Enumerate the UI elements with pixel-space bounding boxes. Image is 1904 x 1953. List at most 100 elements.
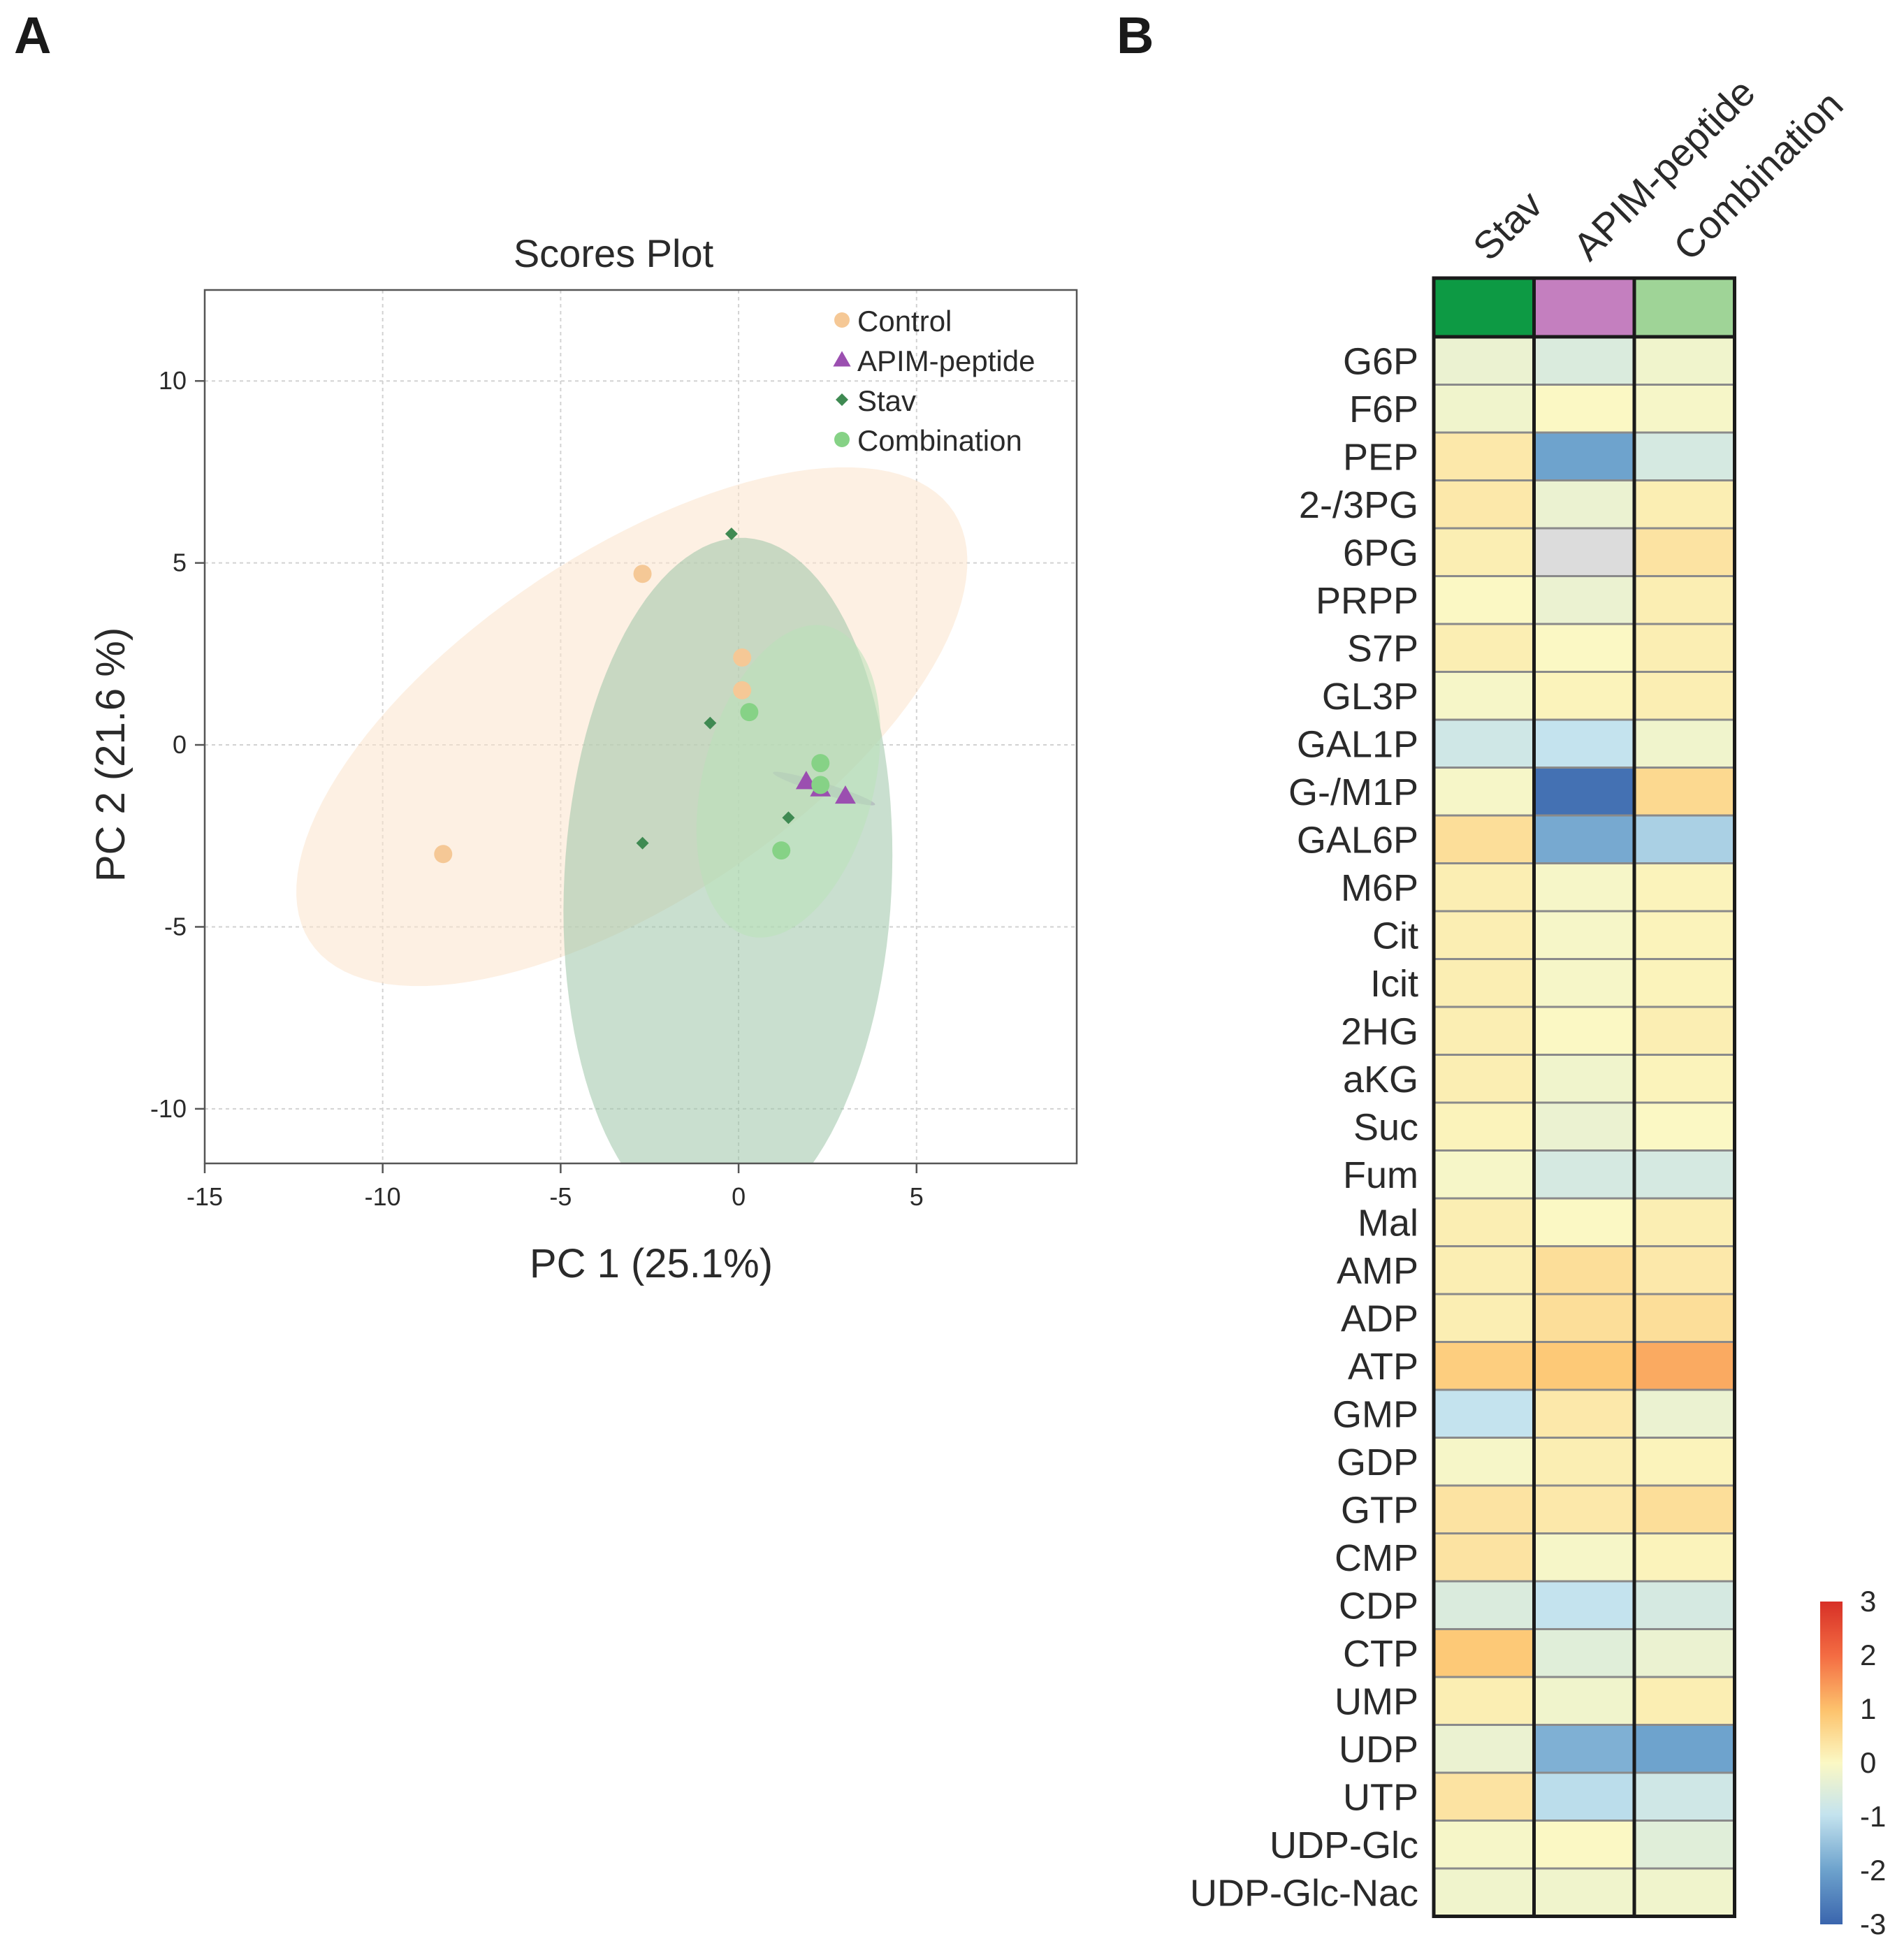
row-label-ctp: CTP (1343, 1633, 1418, 1675)
heatmap-cell (1533, 1293, 1636, 1343)
heatmap-cell (1633, 479, 1736, 530)
heatmap-cell (1533, 1101, 1636, 1152)
heatmap-cell (1432, 1724, 1535, 1774)
plot-frame (203, 289, 1078, 1165)
heatmap-cell (1432, 1532, 1535, 1583)
heatmap-cell (1432, 958, 1535, 1008)
point-combination (772, 841, 791, 860)
point-stav (636, 836, 649, 850)
heatmap-cell (1432, 1676, 1535, 1726)
x-tick-label: 0 (732, 1182, 746, 1211)
heatmap-cell (1432, 1867, 1535, 1917)
row-label-amp: AMP (1337, 1250, 1418, 1292)
heatmap-cell (1633, 1054, 1736, 1104)
x-tick-label: 5 (910, 1182, 924, 1211)
heatmap-cell (1533, 1628, 1636, 1678)
heatmap-cell (1533, 1341, 1636, 1391)
heatmap-cell (1432, 1054, 1535, 1104)
heatmap-cell (1633, 1724, 1736, 1774)
heatmap-cell (1533, 1867, 1636, 1917)
confidence-ellipses (296, 467, 968, 1163)
row-label-6pg: 6PG (1343, 532, 1418, 574)
heatmap-cell (1633, 910, 1736, 960)
heatmap-cell (1633, 958, 1736, 1008)
row-label-fum: Fum (1343, 1154, 1418, 1196)
heatmap-cell (1432, 1437, 1535, 1487)
x-tick-label: -15 (187, 1182, 223, 1211)
heatmap-cell (1432, 1580, 1535, 1630)
colorbar-tick-label: 2 (1860, 1639, 1876, 1671)
heatmap-cell (1633, 1532, 1736, 1583)
scores-plot-title: Scores Plot (514, 231, 714, 275)
heatmap-cell (1533, 814, 1636, 864)
legend-marker-combination (834, 432, 850, 447)
point-stav (782, 811, 795, 825)
heatmap-cell (1633, 623, 1736, 673)
point-combination (811, 754, 830, 773)
heatmap-cell (1633, 1867, 1736, 1917)
y-tick-label: 10 (159, 366, 187, 395)
heatmap-cell (1633, 1628, 1736, 1678)
legend-marker-stav (836, 393, 848, 406)
heatmap-cell (1533, 431, 1636, 481)
row-label-s7p: S7P (1347, 627, 1418, 669)
heatmap-cell (1633, 1676, 1736, 1726)
heatmap-cell (1432, 1628, 1535, 1678)
heatmap-cell (1533, 1197, 1636, 1247)
legend-label-apim-peptide: APIM-peptide (857, 344, 1035, 377)
row-label-cit: Cit (1372, 915, 1418, 957)
heatmap-cell (1533, 1245, 1636, 1295)
heatmap-cell (1432, 335, 1535, 386)
heatmap-cell (1633, 671, 1736, 721)
heatmap-cell (1633, 1388, 1736, 1439)
row-label-pep: PEP (1343, 436, 1418, 478)
scores-plot: Scores Plot -15 -10 -5 0 5 -10 -5 0 5 10 PC 1 (2… (88, 231, 1078, 1286)
row-label-utp: UTP (1343, 1776, 1418, 1818)
heatmap-cell (1432, 1341, 1535, 1391)
heatmap-cell (1633, 1820, 1736, 1870)
heatmap-cell (1633, 575, 1736, 625)
x-tick-label: -5 (549, 1182, 572, 1211)
heatmap-cell (1633, 1771, 1736, 1822)
row-label-g-m1p: G-/M1P (1288, 771, 1418, 813)
heatmap-cell (1533, 1676, 1636, 1726)
heatmap-cell (1633, 335, 1736, 386)
heatmap-cell (1432, 1484, 1535, 1534)
point-control (733, 681, 752, 699)
heatmap-cell (1432, 718, 1535, 769)
row-label-gdp: GDP (1337, 1442, 1418, 1483)
heatmap-cell (1533, 479, 1636, 530)
x-axis-ticks: -15 -10 -5 0 5 (187, 1163, 924, 1211)
colorbar-tick-label: 1 (1860, 1692, 1876, 1725)
row-label-gl3p: GL3P (1322, 676, 1418, 718)
heatmap-cell (1432, 1388, 1535, 1439)
legend-marker-control (834, 312, 850, 328)
heatmap-cell (1533, 1388, 1636, 1439)
heatmap-cell (1432, 671, 1535, 721)
heatmap-cell (1533, 910, 1636, 960)
heatmap-cell (1533, 671, 1636, 721)
heatmap-cell (1633, 384, 1736, 434)
row-label-adp: ADP (1341, 1298, 1418, 1339)
row-label-atp: ATP (1348, 1346, 1418, 1388)
heatmap-cell (1432, 1005, 1535, 1056)
heatmap-cell (1533, 1580, 1636, 1630)
group-color-stav (1432, 276, 1536, 342)
row-label-m6p: M6P (1341, 867, 1418, 909)
y-axis-ticks: -10 -5 0 5 10 (150, 366, 205, 1123)
heatmap-cell (1432, 767, 1535, 817)
row-label-cdp: CDP (1339, 1585, 1418, 1627)
row-label-gmp: GMP (1332, 1393, 1418, 1435)
point-control (434, 845, 453, 864)
legend-label-control: Control (857, 305, 952, 337)
heatmap-cell (1432, 623, 1535, 673)
row-label-gtp: GTP (1341, 1489, 1418, 1531)
point-control (733, 648, 752, 667)
heatmap-cell (1432, 1771, 1535, 1822)
row-label-g6p: G6P (1343, 340, 1418, 382)
row-label-akg: aKG (1343, 1059, 1418, 1101)
heatmap-cell (1432, 431, 1535, 481)
heatmap-cell (1533, 527, 1636, 577)
heatmap-colorbar: 3 2 1 0 -1 -2 -3 (1820, 1585, 1886, 1940)
row-label-udp-glc: UDP-Glc (1270, 1824, 1418, 1866)
